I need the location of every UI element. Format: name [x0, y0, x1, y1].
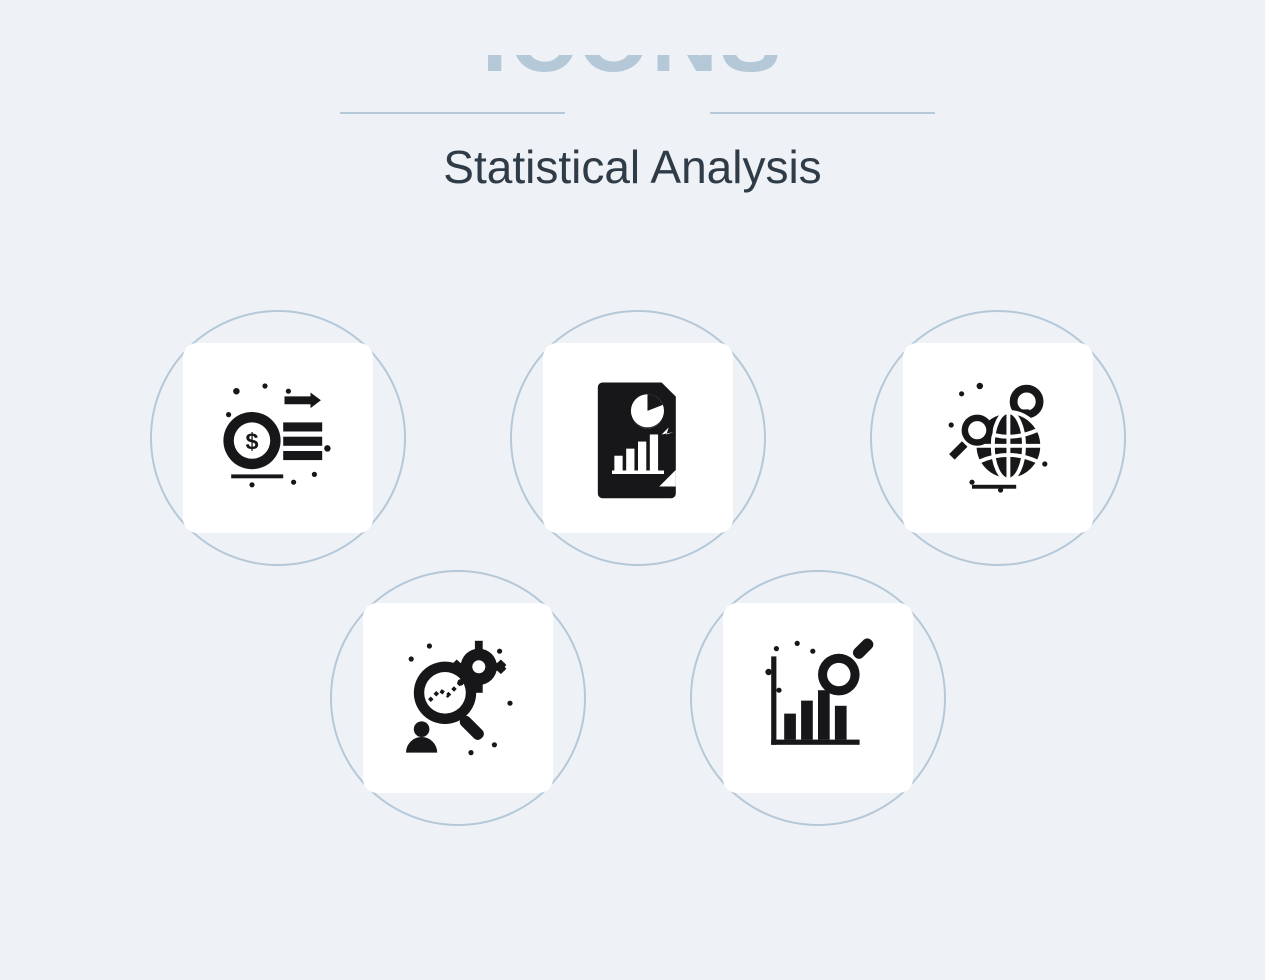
watermark: ICONS	[0, 55, 1265, 113]
header: ICONS	[0, 55, 1265, 113]
page-title: Statistical Analysis	[0, 140, 1265, 194]
chart-search-icon	[753, 633, 883, 763]
report-document-icon	[578, 373, 698, 503]
svg-text:$: $	[245, 429, 258, 455]
icon-card-money-flow: $	[183, 343, 373, 533]
icon-card-analysis-gear	[363, 603, 553, 793]
icon-card-chart-search	[723, 603, 913, 793]
dollar-flow-icon: $	[213, 373, 343, 503]
icon-card-globe-search	[903, 343, 1093, 533]
watermark-text: ICONS	[482, 55, 783, 63]
icon-stage: $	[0, 290, 1265, 910]
icon-card-report-doc	[543, 343, 733, 533]
analysis-gear-icon	[393, 633, 523, 763]
divider-left	[340, 112, 565, 114]
globe-search-icon	[933, 373, 1063, 503]
divider-right	[710, 112, 935, 114]
